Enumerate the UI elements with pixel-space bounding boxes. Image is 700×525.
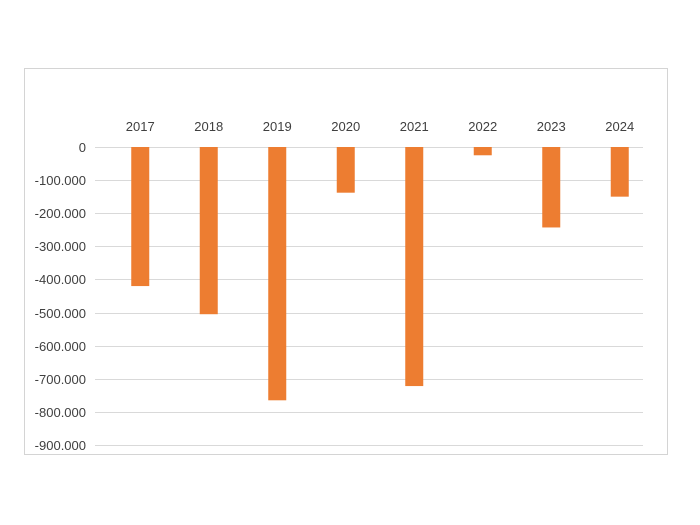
x-tick-label: 2022 — [468, 119, 497, 134]
x-tick-label: 2023 — [537, 119, 566, 134]
y-tick-label: -500.000 — [35, 306, 86, 321]
y-tick-label: -900.000 — [35, 438, 86, 453]
y-tick-label: -600.000 — [35, 339, 86, 354]
bar-2018 — [199, 147, 218, 315]
y-axis-tick-labels: 0 -100.000 -200.000 -300.000 -400.000 -500.00… — [35, 140, 86, 453]
x-axis-tick-labels: 2017 2018 2019 2020 2021 2022 2023 2024 — [126, 119, 634, 134]
grid-lines — [95, 147, 643, 446]
x-tick-label: 2024 — [605, 119, 634, 134]
bar-2024 — [610, 147, 629, 197]
x-tick-label: 2020 — [331, 119, 360, 134]
y-tick-label: -700.000 — [35, 372, 86, 387]
x-tick-label: 2017 — [126, 119, 155, 134]
x-tick-label: 2018 — [194, 119, 223, 134]
bar-chart: 0 -100.000 -200.000 -300.000 -400.000 -500.00… — [35, 119, 643, 453]
x-tick-label: 2019 — [263, 119, 292, 134]
bar-2017 — [131, 147, 150, 287]
bar-2022 — [473, 147, 492, 156]
y-tick-label: -400.000 — [35, 272, 86, 287]
bar-2019 — [268, 147, 287, 401]
bar-2023 — [542, 147, 561, 228]
y-tick-label: -200.000 — [35, 206, 86, 221]
bar-series — [131, 147, 629, 401]
y-tick-label: -300.000 — [35, 239, 86, 254]
y-tick-label: -100.000 — [35, 173, 86, 188]
bar-2021 — [405, 147, 424, 387]
chart-frame: 0 -100.000 -200.000 -300.000 -400.000 -500.00… — [24, 68, 668, 455]
x-tick-label: 2021 — [400, 119, 429, 134]
y-tick-label: -800.000 — [35, 405, 86, 420]
bar-2020 — [336, 147, 355, 193]
y-tick-label: 0 — [79, 140, 86, 155]
